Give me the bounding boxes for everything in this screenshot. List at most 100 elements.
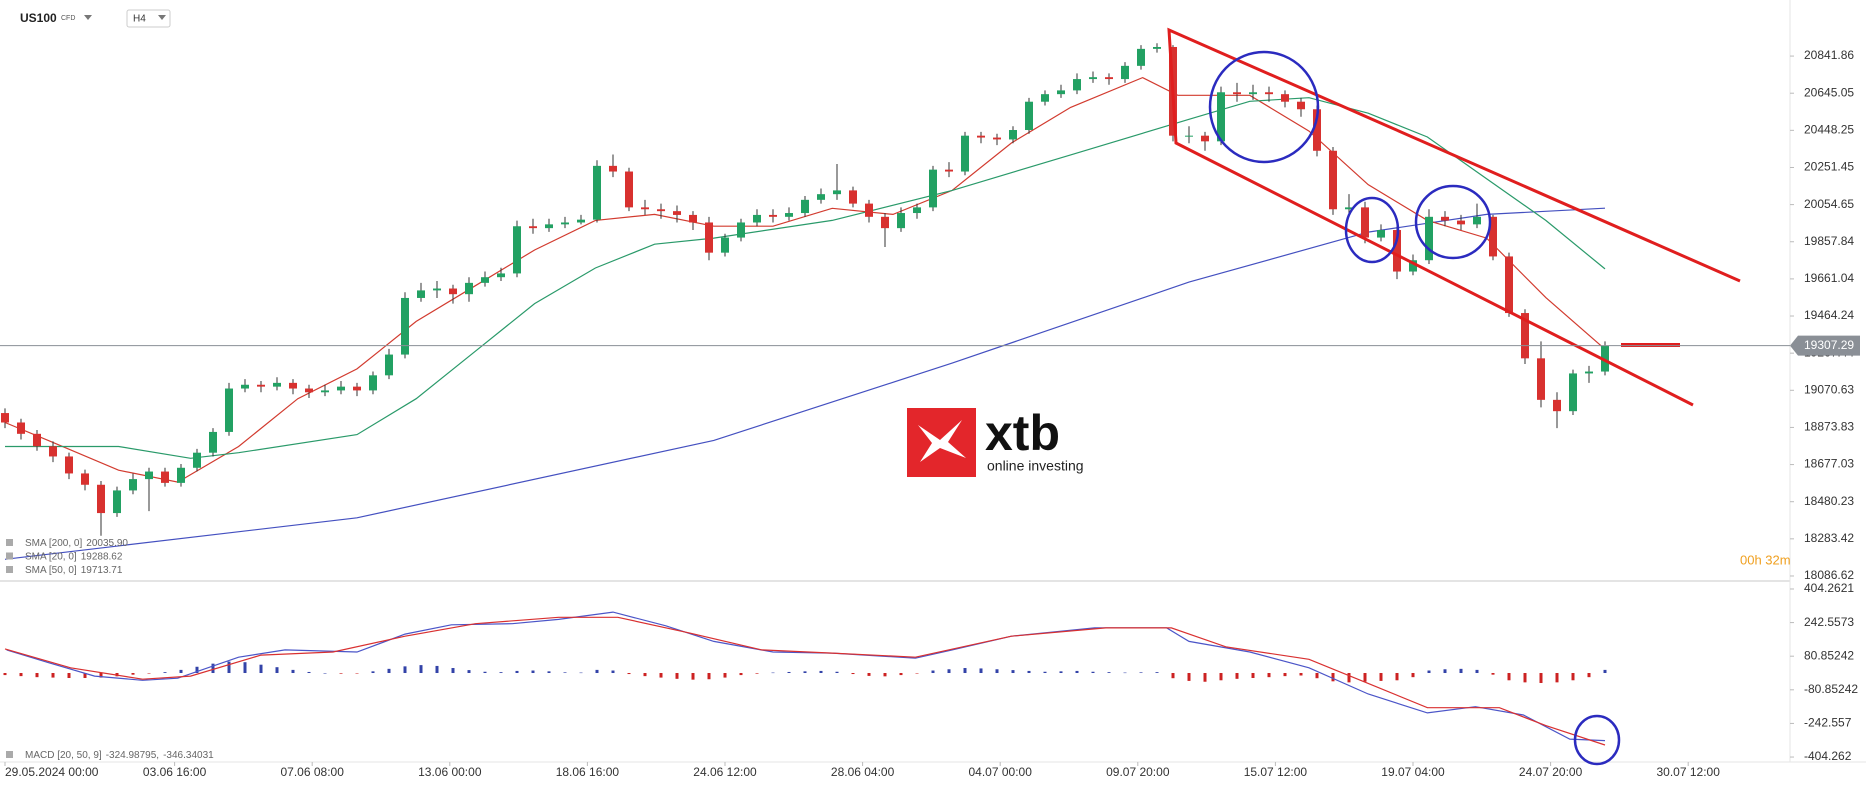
candle-body bbox=[913, 207, 921, 214]
y-tick-label: 18480.23 bbox=[1804, 494, 1854, 508]
y-tick-label: 20841.86 bbox=[1804, 48, 1854, 62]
candle-body bbox=[17, 422, 25, 434]
macd-histogram-bar bbox=[99, 673, 103, 678]
macd-histogram-bar bbox=[675, 673, 679, 679]
candle-body bbox=[33, 433, 41, 447]
macd-histogram-bar bbox=[563, 672, 567, 674]
macd-histogram-bar bbox=[947, 669, 951, 674]
candle-body bbox=[321, 390, 329, 393]
macd-histogram-bar bbox=[1267, 673, 1271, 678]
macd-histogram-bar bbox=[819, 670, 823, 674]
candle-body bbox=[801, 199, 809, 214]
candle-body bbox=[1425, 216, 1433, 261]
signal-value: -346.34031 bbox=[163, 750, 214, 761]
legend-entry: SMA [50, 0] 19713.71 bbox=[25, 565, 123, 576]
brand-logo: xtb online investing bbox=[907, 405, 1084, 477]
macd-histogram-bar bbox=[1395, 673, 1399, 681]
macd-histogram-bar bbox=[1011, 670, 1015, 674]
x-tick-label: 24.07 20:00 bbox=[1519, 765, 1583, 779]
candle-body bbox=[529, 226, 537, 229]
macd-histogram-bar bbox=[467, 670, 471, 674]
candle-body bbox=[81, 473, 89, 485]
symbol-dropdown[interactable] bbox=[84, 15, 92, 20]
macd-histogram-bar bbox=[515, 670, 519, 674]
candle-body bbox=[1057, 90, 1065, 95]
candle-body bbox=[337, 386, 345, 391]
candle-body bbox=[289, 382, 297, 389]
candle-body bbox=[1377, 230, 1385, 238]
y-tick-label: 19661.04 bbox=[1804, 271, 1854, 285]
macd-histogram-bar bbox=[707, 673, 711, 680]
macd-histogram-bar bbox=[1155, 672, 1159, 674]
y-tick-label: 19464.24 bbox=[1804, 308, 1854, 322]
macd-histogram-bar bbox=[1331, 673, 1335, 682]
candle-body bbox=[737, 222, 745, 238]
candle-body bbox=[1185, 135, 1193, 137]
macd-histogram-bar bbox=[1299, 673, 1303, 676]
x-tick-label: 18.06 16:00 bbox=[556, 765, 620, 779]
candle-body bbox=[1089, 77, 1097, 80]
macd-histogram-bar bbox=[1507, 673, 1511, 681]
highlight-circle bbox=[1573, 714, 1621, 766]
macd-histogram-bar bbox=[691, 673, 695, 680]
macd-histogram-bar bbox=[531, 670, 535, 674]
candle-body bbox=[1249, 92, 1257, 95]
macd-histogram-bar bbox=[787, 671, 791, 674]
candle-body bbox=[1361, 207, 1369, 238]
moving-average-line bbox=[5, 97, 1606, 459]
candle-body bbox=[513, 226, 521, 274]
macd-histogram-bar bbox=[659, 673, 663, 678]
candle-body bbox=[177, 467, 185, 483]
candle-body bbox=[1121, 65, 1129, 80]
candle-body bbox=[1233, 92, 1241, 95]
highlight-circle bbox=[1208, 50, 1320, 164]
candle-body bbox=[1553, 399, 1561, 412]
candle-body bbox=[241, 384, 249, 389]
y-tick-label: 18873.83 bbox=[1804, 420, 1854, 434]
macd-histogram-bar bbox=[915, 673, 919, 674]
macd-histogram-bar bbox=[1603, 669, 1607, 674]
candle-body bbox=[625, 171, 633, 208]
candle-body bbox=[1345, 207, 1353, 210]
moving-average-line bbox=[4, 76, 1606, 483]
x-tick-label: 07.06 08:00 bbox=[280, 765, 344, 779]
legend-value: 19713.71 bbox=[81, 565, 123, 576]
candle-body bbox=[353, 386, 361, 391]
symbol: US100 bbox=[20, 11, 57, 25]
macd-histogram-bar bbox=[243, 662, 247, 674]
candle-body bbox=[497, 273, 505, 278]
macd-histogram-bar bbox=[179, 669, 183, 674]
macd-histogram-bar bbox=[163, 672, 167, 674]
macd-histogram-bar bbox=[931, 670, 935, 674]
timeframe-select[interactable] bbox=[126, 9, 171, 28]
legend-value: 20035.90 bbox=[86, 538, 128, 549]
macd-histogram-bar bbox=[19, 673, 23, 677]
macd-histogram-bar bbox=[1347, 673, 1351, 683]
macd-histogram-bar bbox=[1139, 672, 1143, 674]
macd-histogram-bar bbox=[1363, 673, 1367, 682]
candle-body bbox=[1137, 48, 1145, 66]
legend-name: SMA [20, 0] bbox=[25, 551, 77, 562]
x-tick-label: 24.06 12:00 bbox=[693, 765, 757, 779]
macd-y-tick-label: 242.5573 bbox=[1804, 615, 1854, 629]
candle-body bbox=[1457, 220, 1465, 225]
candle-body bbox=[817, 194, 825, 200]
macd-name: MACD [20, 50, 9] bbox=[25, 750, 102, 761]
macd-histogram-bar bbox=[883, 673, 887, 677]
macd-histogram-bar bbox=[1059, 671, 1063, 674]
candle-body bbox=[1105, 77, 1113, 80]
x-tick-label: 28.06 04:00 bbox=[831, 765, 895, 779]
candle-body bbox=[193, 452, 201, 468]
candle-body bbox=[1505, 256, 1513, 314]
y-tick-label: 20054.65 bbox=[1804, 197, 1854, 211]
legend-icon bbox=[6, 552, 13, 560]
macd-histogram-bar bbox=[963, 668, 967, 674]
instrument: CFD bbox=[61, 15, 75, 22]
candle-body bbox=[833, 190, 841, 195]
macd-histogram-bar bbox=[611, 670, 615, 674]
x-tick-label: 15.07 12:00 bbox=[1244, 765, 1308, 779]
timeframe-dropdown[interactable] bbox=[158, 15, 166, 20]
candle-body bbox=[1265, 92, 1273, 95]
macd-histogram-bar bbox=[579, 672, 583, 674]
